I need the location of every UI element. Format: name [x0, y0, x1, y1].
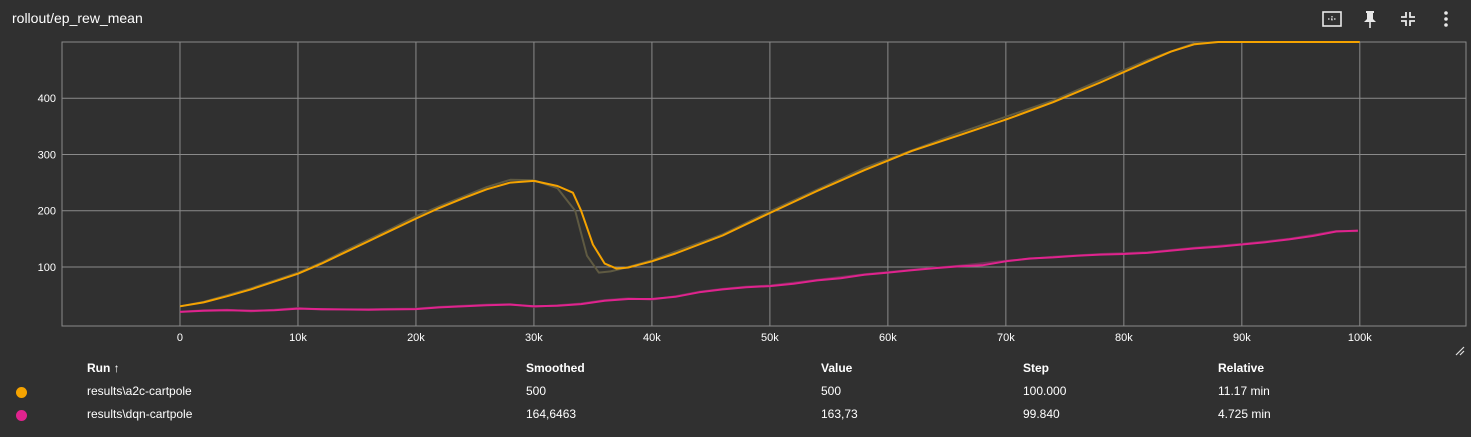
value-column-header[interactable]: Value [821, 361, 853, 375]
a2c-smoothed-line [179, 41, 1360, 308]
dqn-smoothed-line [179, 229, 1358, 313]
x-tick-label: 90k [1233, 332, 1251, 344]
plot-frame [61, 41, 1467, 327]
more-options-button[interactable] [1427, 6, 1465, 32]
x-tick-label: 40k [643, 332, 661, 344]
fit-domain-button[interactable] [1313, 6, 1351, 32]
x-tick-label: 100k [1348, 332, 1372, 344]
resize-handle-icon[interactable] [1455, 346, 1465, 356]
relative-time: 4.725 min [1218, 407, 1271, 421]
grid [61, 41, 1467, 327]
more-vert-icon [1444, 11, 1448, 27]
chart-toolbar [1313, 6, 1465, 32]
series-lines [179, 41, 1360, 313]
x-tick-label: 30k [525, 332, 543, 344]
dqn-color-dot [16, 410, 27, 421]
pin-icon [1364, 11, 1376, 28]
smoothed-value: 500 [526, 384, 547, 398]
smoothed-value: 164,6463 [526, 407, 577, 421]
step-value: 99.840 [1023, 407, 1060, 421]
run-column-header[interactable]: Run ↑ [87, 361, 120, 375]
y-tick-label: 200 [38, 206, 56, 218]
a2c-color-dot [16, 387, 27, 398]
collapse-icon [1401, 12, 1415, 26]
legend-header-row: Run ↑ Smoothed Value Step Relative [0, 358, 1471, 380]
step-value: 100.000 [1023, 384, 1067, 398]
legend-row-dqn[interactable]: results\dqn-cartpole 164,6463 163,73 99.… [0, 404, 1471, 426]
legend-row-a2c[interactable]: results\a2c-cartpole 500 500 100.000 11.… [0, 381, 1471, 403]
run-name: results\a2c-cartpole [87, 384, 192, 398]
collapse-button[interactable] [1389, 6, 1427, 32]
y-tick-label: 300 [38, 149, 56, 161]
pin-button[interactable] [1351, 6, 1389, 32]
x-tick-label: 60k [879, 332, 897, 344]
x-tick-label: 10k [289, 332, 307, 344]
chart-title: rollout/ep_rew_mean [12, 10, 143, 26]
tick-labels: 0 10k 20k 30k 40k 50k 60k 70k 80k 90k 100k 100 200 30… [38, 93, 1373, 344]
run-name: results\dqn-cartpole [87, 407, 193, 421]
x-tick-label: 0 [177, 332, 183, 344]
dqn-raw-line [179, 230, 1358, 313]
x-tick-label: 50k [761, 332, 779, 344]
fit-domain-icon [1322, 11, 1342, 27]
x-tick-label: 20k [407, 332, 425, 344]
relative-time: 11.17 min [1218, 384, 1270, 398]
y-tick-label: 100 [38, 262, 56, 274]
step-column-header[interactable]: Step [1023, 361, 1050, 375]
smoothed-column-header[interactable]: Smoothed [526, 361, 585, 375]
raw-value: 500 [821, 384, 842, 398]
raw-value: 163,73 [821, 407, 858, 421]
y-tick-label: 400 [38, 93, 56, 105]
x-tick-label: 80k [1115, 332, 1133, 344]
line-chart[interactable]: 0 10k 20k 30k 40k 50k 60k 70k 80k 90k 100k 100 200 30… [0, 0, 1471, 345]
relative-column-header[interactable]: Relative [1218, 361, 1265, 375]
x-tick-label: 70k [997, 332, 1015, 344]
